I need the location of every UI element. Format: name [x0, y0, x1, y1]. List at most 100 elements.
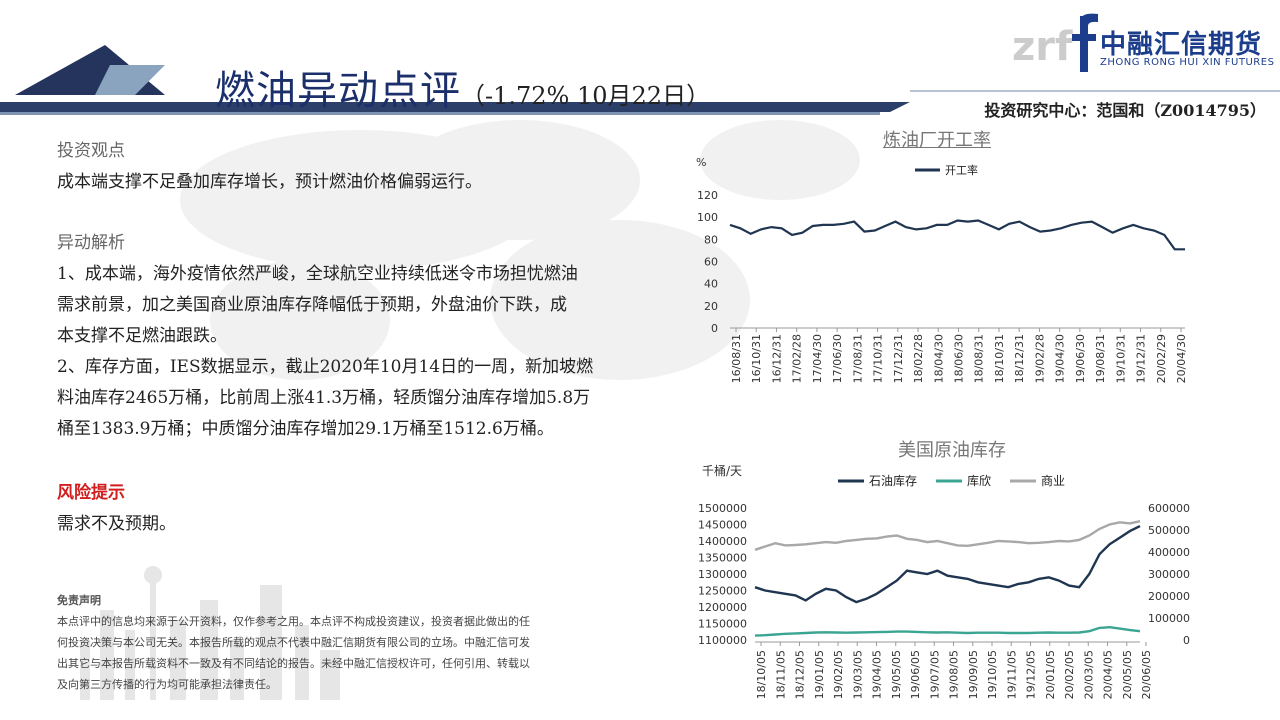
- disclaimer-line: 出其它与本报告所载资料不一致及有不同结论的报告。未经中融汇信授权许可，任何引用、…: [57, 657, 530, 670]
- refinery-rate-chart: % 开工率 0 20 40 60 80 100 120 16/08/31 16/10/31 16/12…: [696, 156, 1188, 383]
- chart2-y-left-tick-label: 1200000: [698, 601, 747, 614]
- chart2-title: 美国原油库存: [898, 440, 1006, 461]
- header-decoration: [0, 45, 1280, 115]
- chart1-y-tick-label: 120: [697, 189, 718, 202]
- chart2-y-right-tick-label: 100000: [1148, 612, 1190, 625]
- chart2-legend-label: 商业: [1041, 473, 1065, 488]
- chart2-y-left-tick-label: 1300000: [698, 568, 747, 581]
- chart1-y-tick-label: 60: [704, 256, 718, 269]
- disclaimer: 免责声明 本点评中的信息均来源于公开资料，仅作参考之用。本点评不构成投资建议，投…: [57, 590, 637, 695]
- page-title: 燃油异动点评（-1.72% 10月22日）: [215, 58, 710, 116]
- chart1-y-unit: %: [696, 156, 706, 169]
- chart2-y-right-tick-label: 200000: [1148, 590, 1190, 603]
- chart2-x-tick-label: 20/06/05: [1140, 650, 1153, 699]
- chart1-x-tick-label: 17/12/31: [892, 334, 905, 383]
- title-paren-open: （: [461, 82, 485, 110]
- chart1-x-tick-label: 16/08/31: [730, 334, 743, 383]
- company-logo-icon: zrf: [1012, 13, 1098, 72]
- chart1-y-tick-label: 0: [711, 322, 718, 335]
- analysis-line: 桶至1383.9万桶；中质馏分油库存增加29.1万桶至1512.6万桶。: [57, 419, 554, 439]
- chart2-x-tick-label: 20/04/05: [1102, 650, 1115, 699]
- chart2-x-tick-label: 19/06/05: [909, 650, 922, 699]
- disclaimer-line: 本点评中的信息均来源于公开资料，仅作参考之用。本点评不构成投资建议，投资者据此做…: [57, 615, 530, 628]
- chart1-title: 炼油厂开工率: [883, 130, 991, 151]
- chart1-x-tick-label: 17/02/28: [791, 334, 804, 383]
- investment-view-title: 投资观点: [57, 141, 125, 161]
- chart1-y-tick-label: 40: [704, 278, 718, 291]
- chart1-x-tick-label: 18/12/31: [1013, 334, 1026, 383]
- chart2-x-tick-label: 19/03/05: [851, 650, 864, 699]
- analysis-line: 需求前景，加之美国商业原油库存降幅低于预期，外盘油价下跌，成: [57, 295, 567, 315]
- chart2-y-left-tick-label: 1150000: [698, 618, 747, 631]
- chart1-x-tick-label: 19/10/31: [1114, 334, 1127, 383]
- chart2-legend-label: 石油库存: [869, 473, 917, 488]
- chart2-x-tick-label: 19/11/05: [1005, 650, 1018, 699]
- chart2-x-tick-label: 18/12/05: [794, 650, 807, 699]
- chart1-legend-label: 开工率: [945, 163, 978, 177]
- chart1-x-tick-label: 18/08/31: [973, 334, 986, 383]
- logo-company-name: 中融汇信期货: [1100, 30, 1263, 60]
- chart1-x-tick-label: 19/12/31: [1135, 334, 1148, 383]
- chart2-x-tick-label: 19/08/05: [948, 650, 961, 699]
- risk-text: 需求不及预期。: [57, 514, 176, 534]
- chart2-x-tick-label: 18/11/05: [774, 650, 787, 699]
- investment-view-section: 投资观点 成本端支撑不足叠加库存增长，预计燃油价格偏弱运行。: [57, 136, 647, 198]
- title-percentage: -1.72%: [485, 82, 570, 110]
- chart2-series-line: [754, 625, 1141, 637]
- investment-view-text: 成本端支撑不足叠加库存增长，预计燃油价格偏弱运行。: [57, 172, 482, 192]
- logo-company-english: ZHONG RONG HUI XIN FUTURES: [1100, 57, 1275, 68]
- chart1-x-tick-label: 18/02/28: [912, 334, 925, 383]
- risk-section: 风险提示 需求不及预期。: [57, 478, 647, 540]
- chart1-y-tick-label: 20: [704, 300, 718, 313]
- chart1-y-tick-label: 100: [697, 211, 718, 224]
- chart2-y-left-tick-label: 1500000: [698, 502, 747, 515]
- chart2-y-right-tick-label: 500000: [1148, 524, 1190, 537]
- chart2-x-tick-label: 19/09/05: [967, 650, 980, 699]
- chart1-x-tick-label: 19/06/30: [1074, 334, 1087, 383]
- chart2-series-line: [754, 520, 1141, 551]
- disclaimer-line: 何投资决策与本公司无关。本报告所载的观点不代表中融汇信期货有限公司的立场。中融汇…: [57, 636, 530, 649]
- chart1-x-tick-label: 20/04/30: [1175, 334, 1188, 383]
- chart1-x-tick-label: 19/04/30: [1054, 334, 1067, 383]
- risk-title: 风险提示: [57, 483, 125, 503]
- chart1-x-tick-label: 16/10/31: [750, 334, 763, 383]
- chart2-x-tick-label: 18/10/05: [755, 650, 768, 699]
- chart2-x-tick-label: 20/01/05: [1044, 650, 1057, 699]
- chart1-y-tick-label: 80: [704, 233, 718, 246]
- author-info: 投资研究中心：范国和（Z0014795）: [984, 101, 1266, 120]
- chart2-x-tick-label: 19/02/05: [832, 650, 845, 699]
- title-paren-close: ）: [686, 82, 711, 110]
- chart1-x-tick-label: 18/06/30: [953, 334, 966, 383]
- analysis-line: 本支撑不足燃油跟跌。: [57, 326, 227, 346]
- chart1-x-tick-label: 17/08/31: [851, 334, 864, 383]
- analysis-line: 料油库存2465万桶，比前周上涨41.3万桶，轻质馏分油库存增加5.8万: [57, 388, 591, 408]
- chart2-x-tick-label: 19/12/05: [1025, 650, 1038, 699]
- chart2-y-left-tick-label: 1350000: [698, 552, 747, 565]
- chart1-x-tick-label: 16/12/31: [770, 334, 783, 383]
- chart2-y-left-tick-label: 1100000: [698, 634, 747, 647]
- title-main: 燃油异动点评: [215, 68, 461, 114]
- chart1-x-tick-label: 19/08/31: [1094, 334, 1107, 383]
- disclaimer-line: 及向第三方传播的行为均可能承担法律责任。: [57, 678, 277, 691]
- title-date: 10月22日: [569, 82, 687, 110]
- chart2-x-tick-label: 19/04/05: [871, 650, 884, 699]
- chart2-x-tick-label: 19/07/05: [928, 650, 941, 699]
- chart2-x-tick-label: 20/02/05: [1063, 650, 1076, 699]
- analysis-line: 2、库存方面，IES数据显示，截止2020年10月14日的一周，新加坡燃: [57, 357, 594, 377]
- analysis-title: 异动解析: [57, 233, 125, 253]
- chart2-y-right-tick-label: 600000: [1148, 502, 1190, 515]
- chart1-x-tick-label: 17/10/31: [872, 334, 885, 383]
- chart2-y-unit: 千桶/天: [702, 463, 742, 478]
- chart2-series-line: [754, 525, 1141, 604]
- chart2-x-tick-label: 20/03/05: [1082, 650, 1095, 699]
- chart2-x-tick-label: 19/10/05: [986, 650, 999, 699]
- chart1-x-tick-label: 20/02/29: [1155, 334, 1168, 383]
- chart1-x-tick-label: 17/04/30: [811, 334, 824, 383]
- analysis-line: 1、成本端，海外疫情依然严峻，全球航空业持续低迷令市场担忧燃油: [57, 264, 578, 284]
- chart2-legend-label: 库欣: [967, 473, 991, 488]
- chart1-x-tick-label: 17/06/30: [831, 334, 844, 383]
- chart2-y-right-tick-label: 400000: [1148, 546, 1190, 559]
- chart1-x-tick-label: 18/10/31: [993, 334, 1006, 383]
